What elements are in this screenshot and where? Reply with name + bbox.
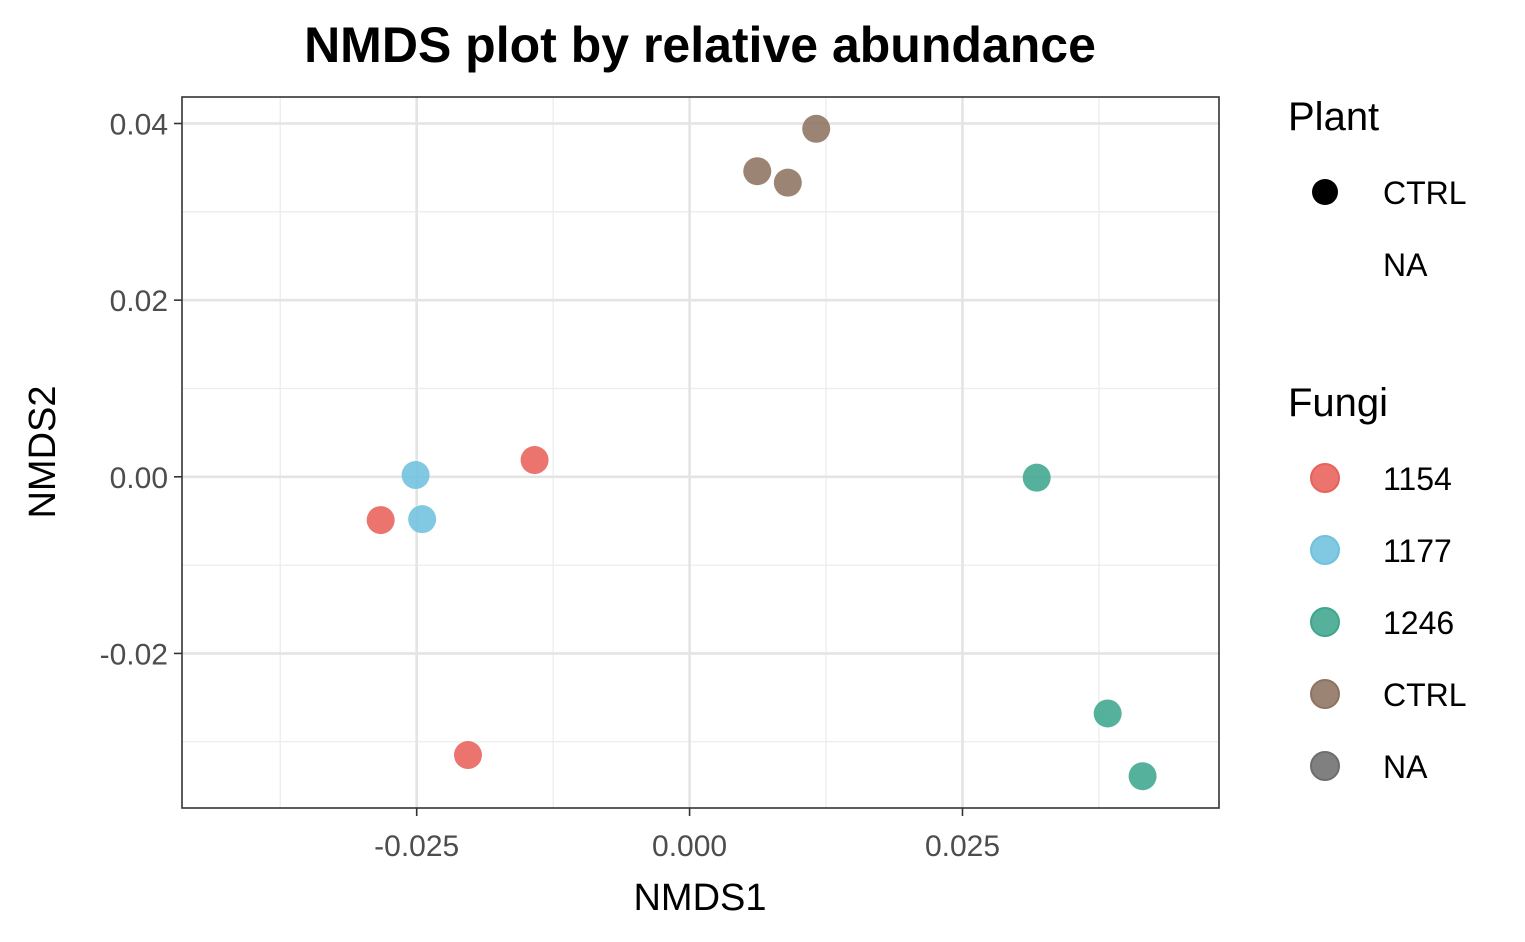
legend-label: NA <box>1383 749 1428 785</box>
x-tick-label: 0.000 <box>652 830 727 863</box>
y-tick-label: 0.02 <box>110 285 168 318</box>
data-point-ctrl <box>773 168 802 197</box>
legend-title-plant: Plant <box>1288 95 1379 139</box>
panel-background <box>182 97 1219 808</box>
minor-gridlines <box>182 97 1219 808</box>
chart-title: NMDS plot by relative abundance <box>304 17 1096 73</box>
x-tick-label: -0.025 <box>374 830 459 863</box>
legend-label: 1154 <box>1383 461 1452 497</box>
panel-border <box>181 96 1220 809</box>
data-point-1246 <box>1093 699 1122 728</box>
data-point-1177 <box>408 505 437 534</box>
legend-key <box>1310 679 1340 709</box>
legend-label: 1177 <box>1383 533 1452 569</box>
legend-key <box>1310 463 1340 493</box>
legend-key <box>1312 179 1338 205</box>
data-points <box>366 114 1157 791</box>
data-point-1154 <box>520 446 549 475</box>
y-tick-label: 0.04 <box>110 108 168 141</box>
legend-label: CTRL <box>1383 677 1467 713</box>
legend-label: 1246 <box>1383 605 1454 641</box>
data-point-1154 <box>453 741 482 770</box>
plot-panel <box>181 96 1220 809</box>
legend-key <box>1310 535 1340 565</box>
data-point-ctrl <box>802 114 831 143</box>
x-tick-label: 0.025 <box>925 830 1000 863</box>
legend-title-fungi: Fungi <box>1288 381 1388 425</box>
data-point-1154 <box>366 506 395 535</box>
legend-key <box>1310 607 1340 637</box>
data-point-ctrl <box>743 157 772 186</box>
y-axis-ticks: -0.02 0.00 0.02 0.04 <box>100 108 182 671</box>
y-tick-label: -0.02 <box>100 638 168 671</box>
legend-key <box>1310 751 1340 781</box>
data-point-1246 <box>1128 762 1157 791</box>
legend-label: CTRL <box>1383 175 1467 211</box>
legend-label: NA <box>1383 247 1428 283</box>
y-axis-title: NMDS2 <box>22 385 64 518</box>
x-axis-title: NMDS1 <box>633 877 766 919</box>
data-point-1177 <box>401 461 430 490</box>
x-axis-ticks: -0.025 0.000 0.025 <box>374 808 1000 863</box>
y-tick-label: 0.00 <box>110 462 168 495</box>
data-point-1246 <box>1022 463 1051 492</box>
